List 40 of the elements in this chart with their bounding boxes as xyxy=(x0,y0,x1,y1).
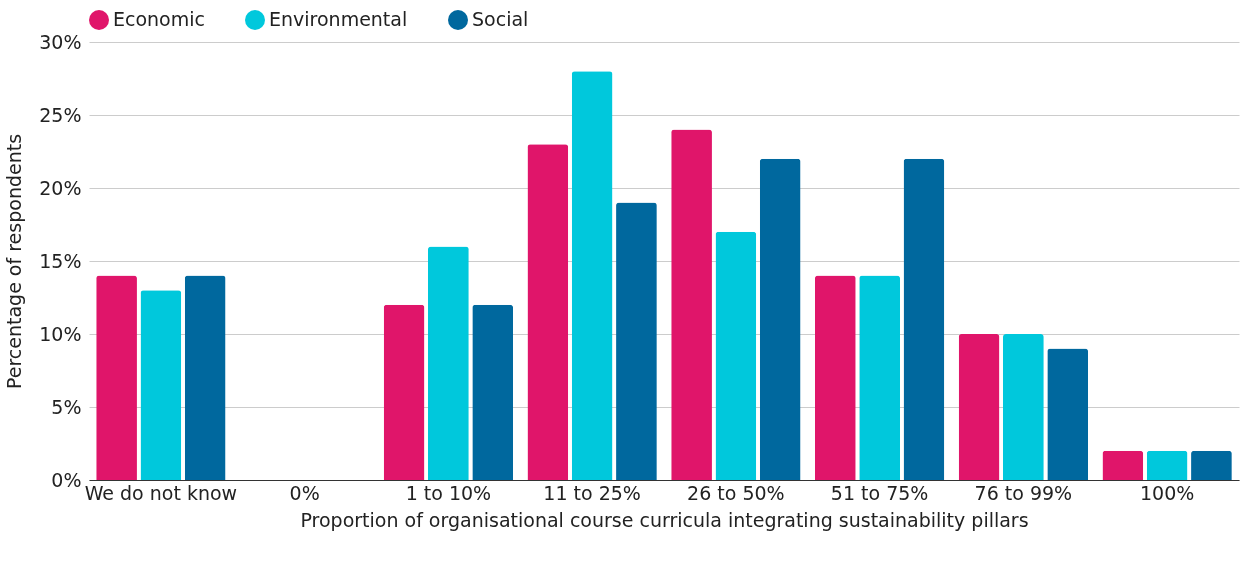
legend-label: Environmental xyxy=(269,8,408,30)
bar xyxy=(814,275,856,480)
bar xyxy=(1047,348,1089,480)
bar xyxy=(1002,334,1044,480)
bar xyxy=(472,304,514,480)
y-tick-label: 5% xyxy=(51,395,82,418)
bar xyxy=(903,158,945,480)
bar xyxy=(715,231,757,480)
x-tick-label: 1 to 10% xyxy=(405,481,492,504)
bar xyxy=(184,275,226,480)
x-axis-title: Proportion of organisational course curricula integrating sustainability pillars xyxy=(300,508,1029,531)
bar xyxy=(671,129,712,480)
bar xyxy=(616,202,657,480)
x-tick-label: 11 to 25% xyxy=(543,481,641,504)
bar xyxy=(571,71,613,480)
legend-label: Social xyxy=(472,8,529,30)
y-tick-label: 20% xyxy=(39,176,82,199)
x-tick-label: 26 to 50% xyxy=(687,481,785,504)
y-tick-label: 30% xyxy=(39,30,82,53)
bar xyxy=(96,275,137,480)
y-tick-label: 25% xyxy=(39,103,82,126)
x-tick-label: 100% xyxy=(1139,481,1195,504)
bar xyxy=(527,144,569,480)
bar xyxy=(1102,450,1144,480)
x-tick-label: 76 to 99% xyxy=(974,481,1073,504)
y-axis-title: Percentage of respondents xyxy=(3,133,26,390)
x-tick-label: 51 to 75% xyxy=(830,481,929,504)
bar xyxy=(383,304,425,480)
bar xyxy=(1191,450,1232,480)
bar xyxy=(427,246,469,480)
bar xyxy=(958,334,1000,480)
legend-label: Economic xyxy=(113,8,205,30)
bar xyxy=(759,158,801,480)
bar xyxy=(140,290,182,480)
x-tick-label: 0% xyxy=(289,481,320,504)
bar xyxy=(1146,450,1188,480)
y-tick-label: 10% xyxy=(39,322,82,345)
x-tick-label: We do not know xyxy=(84,481,238,504)
y-tick-label: 15% xyxy=(39,249,82,272)
bar xyxy=(859,275,901,480)
